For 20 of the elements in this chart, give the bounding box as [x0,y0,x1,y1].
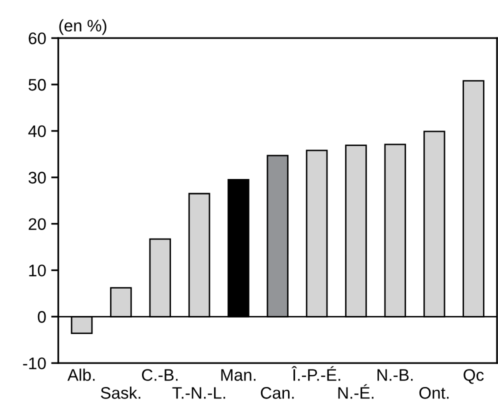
x-tick-label: C.-B. [142,369,178,381]
y-tick-label: 60 [28,32,46,44]
x-tick-label: Î.-P.-É. [292,366,340,381]
x-tick-label: N.-B. [378,369,413,381]
x-tick-label: Qc [464,369,484,384]
x-tick-label: N.-É. [338,384,374,399]
y-tick-label: 50 [28,78,46,91]
y-tick-label: 10 [29,264,46,276]
y-tick-label: 20 [28,218,46,230]
x-tick-label: Sask. [100,386,140,399]
x-tick-label: Man. [221,369,256,381]
x-tick-label: T.-N.-L. [172,387,226,399]
y-tick-label: 40 [28,125,46,138]
x-tick-label: Can. [260,387,294,399]
y-axis-title: (en %) [59,19,106,35]
y-tick-label: 30 [28,172,46,184]
y-tick-label: 0 [38,311,46,323]
x-tick-label: Alb. [67,368,95,381]
x-tick-label: Ont. [419,387,449,399]
y-tick-label: -10 [23,357,46,370]
